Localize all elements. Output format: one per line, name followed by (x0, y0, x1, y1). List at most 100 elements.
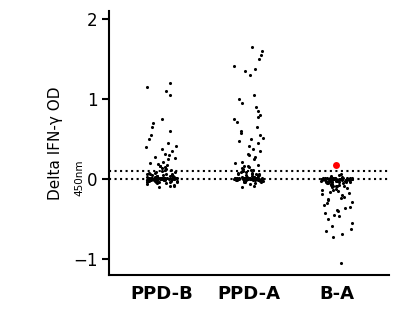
Point (157, 177, 164, 182)
Point (336, 214, 342, 219)
Point (318, 177, 325, 182)
Point (344, 177, 350, 182)
Point (168, 176, 175, 181)
Point (144, 177, 151, 182)
Point (171, 177, 178, 182)
Point (231, 116, 238, 122)
Point (243, 173, 250, 178)
Point (148, 133, 154, 138)
Point (319, 177, 326, 182)
Point (235, 170, 242, 175)
Point (170, 173, 176, 178)
Point (248, 170, 255, 175)
Point (319, 177, 326, 182)
Point (162, 151, 168, 156)
Point (155, 176, 161, 181)
Point (246, 73, 253, 78)
Point (249, 173, 255, 178)
Point (323, 179, 329, 184)
Point (150, 121, 156, 126)
Point (234, 177, 240, 182)
Point (148, 175, 154, 180)
Point (327, 177, 334, 182)
Point (319, 177, 326, 182)
Point (168, 168, 174, 173)
Point (246, 175, 253, 180)
Point (334, 207, 340, 212)
Point (144, 177, 150, 182)
Point (162, 177, 168, 182)
Point (347, 175, 354, 180)
Point (256, 57, 262, 62)
Point (342, 178, 349, 183)
Point (152, 177, 158, 182)
Point (144, 181, 150, 187)
Point (339, 177, 346, 182)
Point (144, 172, 151, 177)
Point (232, 161, 239, 166)
Point (144, 84, 150, 89)
Point (324, 201, 330, 206)
Point (163, 166, 170, 171)
Point (343, 179, 350, 184)
Point (329, 180, 336, 185)
Point (248, 168, 254, 173)
Point (164, 141, 171, 146)
Point (167, 178, 174, 183)
Point (152, 178, 159, 183)
Point (234, 177, 240, 182)
Point (148, 177, 154, 182)
Point (245, 163, 252, 168)
Point (162, 177, 168, 182)
Point (149, 173, 156, 178)
Point (148, 176, 155, 181)
Point (245, 151, 251, 156)
Point (160, 176, 167, 181)
Point (349, 176, 355, 181)
Point (336, 180, 342, 185)
Point (231, 63, 238, 68)
Point (154, 177, 160, 182)
Point (241, 180, 247, 185)
Point (161, 177, 168, 182)
Point (338, 231, 345, 236)
Point (323, 178, 329, 183)
Point (234, 119, 240, 124)
Point (164, 176, 170, 181)
Point (238, 129, 244, 134)
Point (329, 188, 336, 193)
Point (254, 114, 261, 119)
Point (240, 166, 246, 171)
Point (349, 221, 355, 226)
Point (162, 172, 169, 177)
Point (337, 195, 344, 200)
Point (254, 162, 261, 167)
Point (173, 143, 179, 148)
Point (323, 229, 329, 234)
Point (242, 170, 249, 175)
Point (157, 176, 164, 181)
Point (250, 177, 256, 182)
Point (256, 177, 262, 182)
Point (162, 167, 168, 172)
Point (258, 49, 265, 54)
Point (336, 173, 342, 178)
Point (336, 182, 343, 187)
Point (347, 205, 353, 210)
Point (338, 172, 344, 177)
Point (166, 153, 172, 158)
Point (239, 100, 245, 106)
Point (338, 261, 344, 266)
Point (159, 146, 165, 151)
Point (170, 184, 177, 189)
Point (329, 185, 336, 190)
Point (155, 175, 162, 180)
Point (232, 176, 238, 181)
Point (325, 181, 332, 186)
Point (343, 177, 350, 182)
Point (156, 185, 162, 190)
Point (159, 177, 166, 182)
Point (326, 178, 332, 183)
Point (153, 174, 159, 179)
Point (330, 234, 336, 239)
